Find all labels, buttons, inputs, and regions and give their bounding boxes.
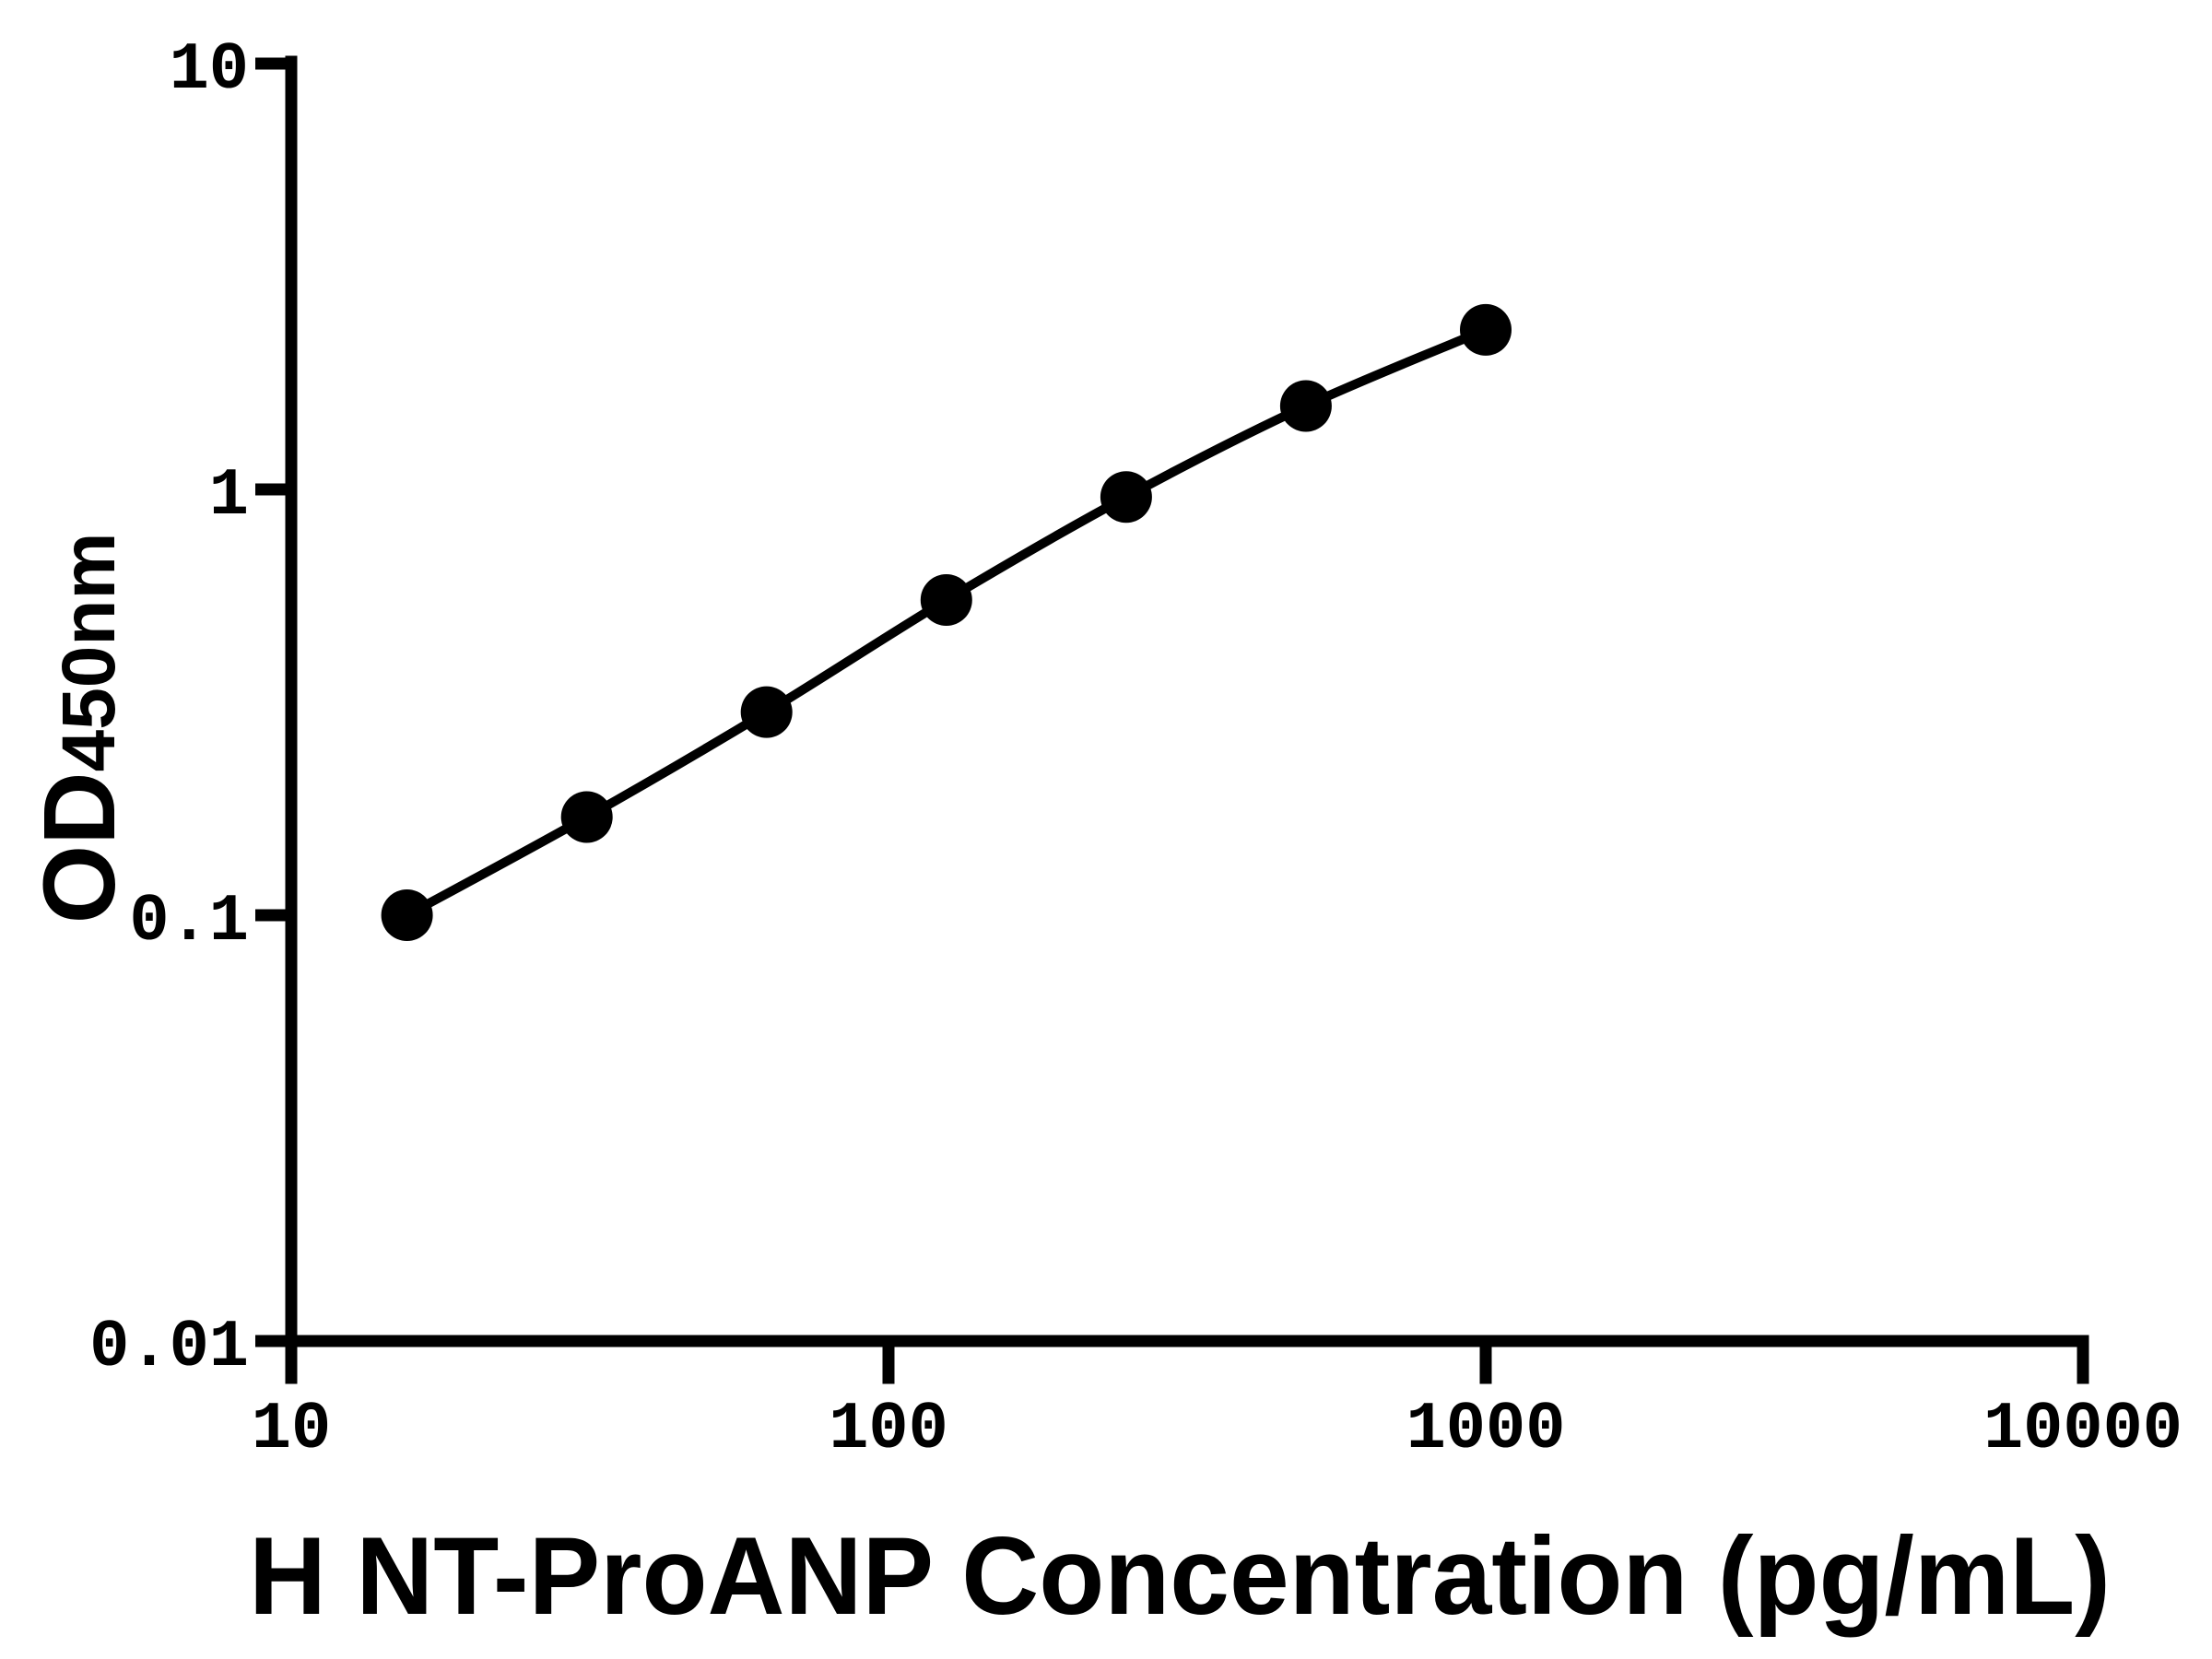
data-point-15.625pg [381, 889, 433, 941]
y-axis-tick-label-0.1: 0.1 [129, 884, 249, 959]
y-axis-tick-label-0.01: 0.01 [89, 1310, 249, 1385]
y-axis-title: OD450nm [23, 533, 136, 924]
y-axis-tick-label-1: 1 [209, 458, 249, 534]
data-point-500pg [1279, 380, 1332, 432]
data-point-1000pg [1460, 303, 1512, 356]
x-axis-tick-label-100: 100 [829, 1392, 948, 1467]
data-point-31.25pg [560, 791, 613, 843]
x-axis-tick-label-1000: 1000 [1406, 1392, 1566, 1467]
data-point-125pg [920, 574, 972, 626]
x-axis-tick-label-10: 10 [252, 1392, 331, 1467]
series-layer [381, 303, 1512, 941]
data-point-62.5pg [740, 686, 793, 738]
y-axis-tick-label-10: 10 [170, 32, 249, 108]
x-axis-tick-label-10000: 10000 [1983, 1392, 2183, 1467]
x-axis-title: H NT-ProANP Concentration (pg/mL) [249, 1514, 2111, 1638]
y-axis-title-main: OD [23, 771, 136, 924]
y-axis-title-sub: 450nm [47, 533, 131, 772]
data-point-250pg [1100, 471, 1152, 524]
